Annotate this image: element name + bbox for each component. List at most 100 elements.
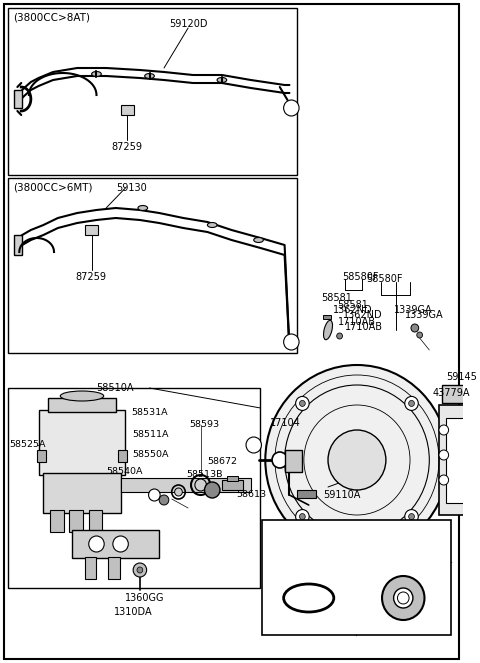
Text: A: A [288,103,294,113]
Text: 58581: 58581 [321,293,352,303]
Bar [227,476,238,481]
Text: A: A [251,440,257,450]
Ellipse shape [217,78,227,82]
Bar [222,480,243,490]
Text: 58525A: 58525A [10,440,46,449]
Circle shape [382,576,424,620]
Text: 58550A: 58550A [132,450,168,459]
Text: 58593: 58593 [189,420,219,429]
Bar [48,398,116,412]
Ellipse shape [60,391,104,401]
Circle shape [149,489,160,501]
Circle shape [411,324,419,332]
Ellipse shape [254,237,264,243]
Text: 58581: 58581 [337,300,369,310]
Text: 85864: 85864 [291,528,326,538]
Text: 17104: 17104 [270,418,301,428]
Circle shape [89,536,104,552]
Bar [118,450,127,462]
Circle shape [300,400,305,406]
Circle shape [159,495,169,505]
Bar [323,315,331,319]
Circle shape [328,430,386,490]
Text: 87259: 87259 [111,142,142,152]
Text: 58511A: 58511A [132,430,168,439]
Text: 59145: 59145 [446,372,477,382]
Text: 58580F: 58580F [367,274,403,284]
Text: 1362ND: 1362ND [333,305,372,315]
Bar [120,478,251,492]
Circle shape [408,400,414,406]
Text: 58531A: 58531A [131,408,168,417]
Circle shape [417,332,422,338]
Bar [85,557,96,579]
Bar [120,105,134,115]
Circle shape [439,425,449,435]
Bar [14,90,22,108]
Circle shape [300,514,305,520]
Circle shape [284,334,299,350]
Circle shape [113,536,128,552]
Text: 1360GG: 1360GG [125,593,165,603]
Ellipse shape [92,72,101,76]
Text: 59130: 59130 [116,183,146,193]
Text: 1310DA: 1310DA [114,607,153,617]
Ellipse shape [138,206,148,210]
Text: 1339GA: 1339GA [405,310,444,320]
Circle shape [137,567,143,573]
Circle shape [265,365,449,555]
Text: 1710AB: 1710AB [346,322,384,332]
Text: 58513B: 58513B [186,470,223,479]
Bar [8,178,297,353]
Text: (3800CC>6MT): (3800CC>6MT) [13,182,93,192]
Circle shape [405,396,418,410]
Ellipse shape [207,223,217,227]
Bar [439,405,480,515]
Circle shape [439,450,449,460]
Text: 59848: 59848 [385,528,421,538]
Circle shape [133,563,147,577]
Text: 1710AB: 1710AB [337,317,376,327]
Circle shape [272,452,288,468]
Circle shape [204,482,220,498]
Text: 1339GA: 1339GA [394,305,432,315]
Bar [285,450,302,472]
Bar [43,473,120,513]
Ellipse shape [144,74,155,78]
Bar [38,410,125,475]
Bar [108,557,120,579]
Circle shape [336,333,343,339]
Text: 58672: 58672 [207,457,238,466]
Bar [36,450,46,462]
Text: 43779A: 43779A [432,388,470,398]
Bar [446,418,480,503]
Circle shape [175,488,182,496]
Text: 58540A: 58540A [106,467,143,476]
Circle shape [405,510,418,524]
Text: 87259: 87259 [75,272,106,282]
Bar [8,388,261,588]
Circle shape [284,100,299,116]
Text: 59120D: 59120D [169,19,207,29]
Bar [14,235,22,255]
Text: A: A [288,337,294,347]
Text: 58613: 58613 [236,490,266,499]
Circle shape [394,588,413,608]
Bar [85,225,98,235]
Bar [72,530,159,558]
Bar [89,510,102,532]
Bar [8,8,297,175]
Ellipse shape [324,320,333,339]
Circle shape [296,396,309,410]
Text: 58580F: 58580F [343,272,379,282]
Text: (3800CC>8AT): (3800CC>8AT) [13,12,91,22]
Bar [297,490,316,498]
Circle shape [439,475,449,485]
Text: 58510A: 58510A [96,383,134,393]
Circle shape [408,514,414,520]
Circle shape [296,510,309,524]
Bar [442,385,480,403]
Text: 1362ND: 1362ND [343,310,382,320]
Circle shape [246,437,262,453]
Text: 59110A: 59110A [323,490,360,500]
